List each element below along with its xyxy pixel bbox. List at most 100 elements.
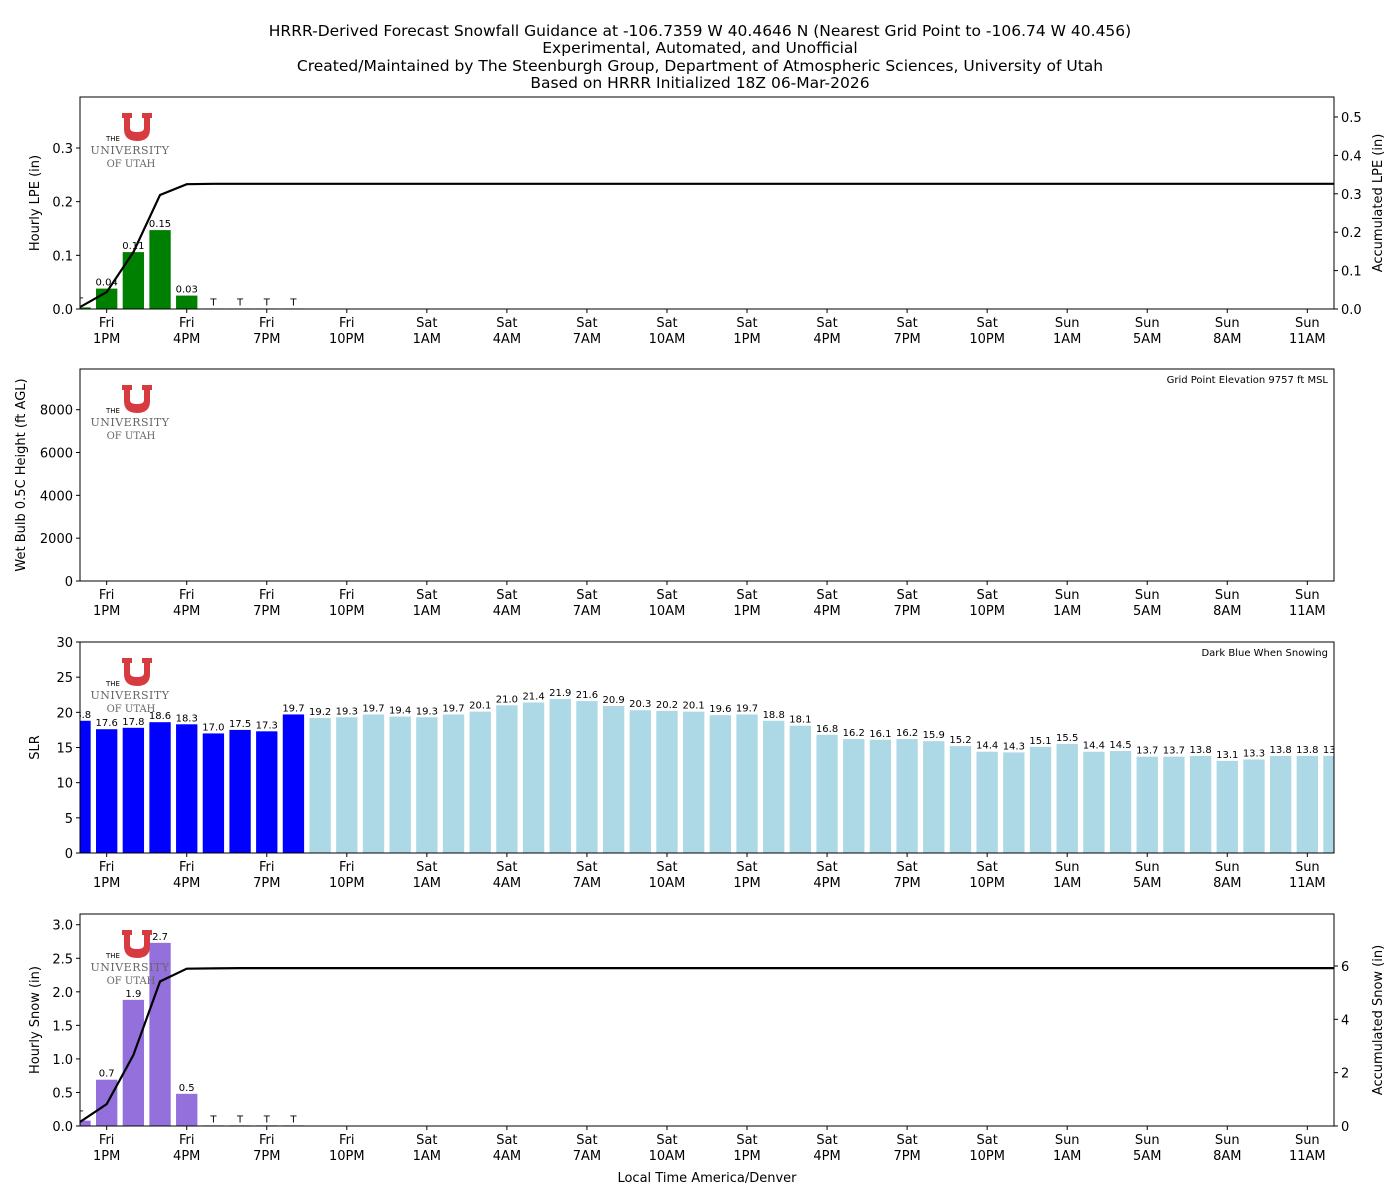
bar (869, 739, 892, 853)
x-tick-day: Sat (656, 1133, 677, 1148)
bar-label: 20.9 (602, 695, 624, 706)
x-tick-day: Fri (339, 316, 355, 331)
bar-label: 20.3 (629, 699, 651, 710)
bar (896, 739, 918, 853)
bar (96, 288, 118, 309)
bar-label: 16.8 (816, 724, 838, 735)
x-tick-time: 7PM (893, 604, 920, 619)
bar-label: 15.2 (949, 735, 971, 746)
x-tick-time: 5AM (1133, 1149, 1161, 1164)
x-tick-day: Sun (1055, 1133, 1080, 1148)
y-axis-label: Hourly Snow (in) (28, 966, 43, 1074)
bar-label: 18.1 (789, 715, 811, 726)
bar-label: 14.4 (976, 741, 998, 752)
logo-text: UNIVERSITY (91, 689, 170, 702)
x-tick-day: Sat (896, 860, 917, 875)
panel-1: T0.040.110.150.03T T T T0.00.10.20.30.40.5A… (28, 96, 1386, 347)
bar (923, 741, 945, 853)
right-y-tick-label: 0.3 (1341, 188, 1362, 203)
x-tick-time: 10PM (969, 604, 1005, 619)
x-tick-day: Sat (896, 1133, 917, 1148)
x-tick-day: Sun (1295, 1133, 1320, 1148)
bar-label: 19.3 (336, 706, 358, 717)
right-y-tick-label: 0.2 (1341, 226, 1362, 241)
y-tick-label: 2.5 (52, 952, 73, 967)
bar-label: 0.15 (149, 219, 171, 230)
bar (1136, 756, 1158, 853)
bar (549, 698, 571, 853)
y-tick-label: 10 (56, 777, 73, 792)
bar-label: 14.4 (1083, 741, 1105, 752)
x-tick-time: 4PM (813, 332, 840, 347)
bar-label: 18.8 (69, 710, 91, 721)
x-tick-day: Sat (656, 860, 677, 875)
x-tick-time: 4PM (813, 876, 840, 891)
right-y-tick-label: 2 (1341, 1067, 1349, 1082)
bar (336, 717, 358, 853)
bar (1296, 755, 1318, 853)
x-tick-time: 4PM (813, 1149, 840, 1164)
bar (80, 307, 91, 309)
x-tick-day: Sat (736, 860, 757, 875)
bar (389, 716, 411, 853)
x-tick-time: 4AM (493, 604, 521, 619)
x-tick-time: 10PM (329, 604, 365, 619)
plot-area: T 0.04 0.11 0.15 0.03 T T T T (80, 182, 1334, 309)
x-tick-day: Fri (99, 588, 115, 603)
bar-label: 13.8 (1323, 745, 1345, 756)
x-tick-day: Sat (816, 1133, 837, 1148)
x-tick-time: 10PM (969, 332, 1005, 347)
right-y-axis-label: Accumulated Snow (in) (1371, 945, 1386, 1095)
y-tick-label: 0.0 (52, 303, 73, 318)
y-tick-label: 5 (65, 812, 73, 827)
bar (149, 230, 171, 309)
y-tick-label: 2000 (40, 532, 73, 547)
x-tick-day: Sun (1135, 860, 1160, 875)
bar-label: 13.7 (1136, 746, 1158, 757)
bar-label: 16.1 (869, 729, 891, 740)
x-tick-time: 5AM (1133, 604, 1161, 619)
x-tick-time: 1AM (413, 1149, 441, 1164)
panel-3: 18.8 17.6 17.8 18.6 18.3 17.0 17.5 17.3 19.7 19.2… (28, 636, 1345, 891)
x-tick-day: Sat (416, 1133, 437, 1148)
x-tick-day: Sat (656, 588, 677, 603)
x-tick-day: Sat (736, 588, 757, 603)
right-y-tick-label: 0.0 (1341, 303, 1362, 318)
x-tick-day: Sat (416, 860, 437, 875)
bar (1269, 755, 1292, 853)
y-tick-label: 3.0 (52, 919, 73, 934)
logo-text: UNIVERSITY (91, 144, 170, 157)
right-y-axis-label: Accumulated LPE (in) (1371, 134, 1386, 273)
plot-area: T 0.7 1.9 2.7 0.5 T T T T (80, 932, 1334, 1126)
bar (843, 739, 865, 853)
y-tick-label: 0.3 (52, 142, 73, 157)
bar-label: 21.9 (549, 688, 571, 699)
bar (256, 731, 278, 853)
x-tick-time: 8AM (1213, 876, 1241, 891)
x-tick-time: 10PM (329, 332, 365, 347)
bar (96, 729, 118, 853)
bar (469, 711, 491, 853)
x-tick-time: 10PM (329, 1149, 365, 1164)
x-tick-day: Fri (339, 1133, 355, 1148)
title-line-4: Based on HRRR Initialized 18Z 06-Mar-202… (530, 74, 869, 92)
bar-label: T (236, 1114, 244, 1125)
x-tick-time: 7AM (573, 1149, 601, 1164)
bar-label: 19.2 (309, 707, 331, 718)
bar (1083, 751, 1105, 853)
bar (309, 717, 331, 853)
bar-label: 17.6 (96, 718, 118, 729)
bar-label: 17.0 (202, 722, 224, 733)
x-tick-day: Fri (179, 860, 195, 875)
bar (1323, 755, 1334, 853)
bar-label: 0.04 (96, 278, 118, 289)
x-tick-day: Fri (99, 316, 115, 331)
right-y-tick-label: 0.1 (1341, 265, 1362, 280)
y-tick-label: 25 (56, 671, 73, 686)
y-tick-label: 0 (65, 575, 73, 590)
bar-label: 0.03 (176, 285, 198, 296)
bar (442, 714, 465, 853)
x-tick-time: 1AM (413, 876, 441, 891)
